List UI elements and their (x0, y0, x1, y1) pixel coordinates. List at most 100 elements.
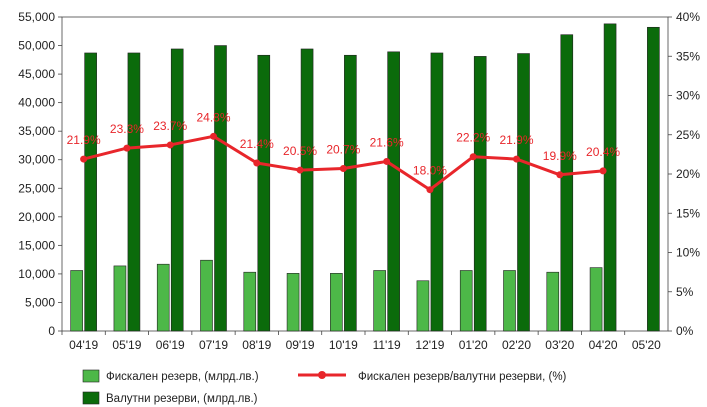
legend-swatch-fiscal-reserve (82, 369, 100, 383)
bar-currency-reserves (647, 26, 660, 332)
data-label-ratio: 22.2% (456, 131, 490, 145)
data-label-ratio: 20.7% (326, 143, 360, 157)
bar-fiscal-reserve (286, 273, 300, 332)
legend-label-ratio: Фискален резерв/валутни резерви, (%) (358, 371, 567, 383)
bar-fiscal-reserve (330, 273, 343, 332)
right-tick-label: 15% (676, 206, 700, 220)
left-tick-label: 45,000 (18, 67, 55, 81)
left-tick-label: 10,000 (18, 267, 55, 281)
data-label-ratio: 21.9% (499, 133, 533, 147)
data-label-ratio: 20.5% (283, 144, 317, 158)
bar-currency-reserves (84, 52, 97, 332)
x-tick-label: 05'19 (112, 338, 141, 352)
right-tick-label: 30% (676, 89, 700, 103)
bar-currency-reserves (300, 48, 314, 332)
bar-fiscal-reserve (113, 265, 127, 332)
left-tick-label: 5,000 (25, 295, 55, 309)
point-ratio (80, 155, 88, 163)
x-tick-label: 09'19 (286, 338, 315, 352)
x-tick-label: 02'20 (502, 338, 531, 352)
point-ratio (383, 157, 391, 165)
x-axis: 04'19 05'19 06'19 07'19 08'19 09'19 10'19 11'19… (61, 331, 661, 352)
right-tick-label: 0% (676, 324, 694, 338)
data-label-ratio: 20.4% (586, 145, 620, 159)
point-ratio (339, 165, 347, 173)
point-ratio (296, 166, 304, 174)
bar-fiscal-reserve (200, 259, 213, 332)
plot-area: 21.9% 23.3% 23.7% 24.8% 21.4% 20.5% 20.7% 21.6%… (61, 16, 669, 332)
point-ratio (469, 153, 477, 161)
point-ratio (513, 155, 520, 163)
legend-swatch-currency-reserves (82, 391, 100, 405)
right-tick-label: 25% (676, 128, 700, 142)
x-tick-label: 01'20 (459, 338, 488, 352)
bar-fiscal-reserve (589, 267, 603, 332)
legend-marker-ratio (318, 371, 326, 379)
point-ratio (599, 167, 607, 175)
left-tick-label: 55,000 (18, 10, 55, 24)
x-tick-label: 04'20 (589, 338, 618, 352)
bar-currency-reserves (344, 54, 357, 332)
data-label-ratio: 18.0% (413, 164, 447, 178)
bar-currency-reserves (473, 56, 487, 332)
x-tick-label: 08'19 (242, 338, 271, 352)
data-label-ratio: 21.6% (370, 135, 404, 149)
left-tick-label: 20,000 (18, 210, 55, 224)
point-ratio (426, 186, 434, 194)
bar-currency-reserves (560, 34, 574, 332)
x-tick-label: 07'19 (199, 338, 228, 352)
x-tick-label: 11'19 (373, 338, 401, 352)
point-ratio (210, 132, 217, 140)
left-tick-label: 15,000 (18, 238, 55, 252)
data-label-ratio: 24.8% (196, 110, 230, 124)
bar-currency-reserves (603, 23, 617, 332)
data-label-ratio: 21.4% (240, 137, 274, 151)
right-tick-label: 35% (676, 49, 700, 63)
point-ratio (556, 171, 564, 179)
bar-currency-reserves (214, 45, 227, 332)
legend: Фискален резерв, (млрд.лв.) Валутни резе… (82, 369, 567, 405)
bar-fiscal-reserve (373, 270, 386, 332)
point-ratio (253, 159, 261, 167)
left-tick-label: 35,000 (18, 124, 55, 138)
bar-fiscal-reserve (546, 271, 560, 332)
bar-fiscal-reserve (70, 270, 83, 332)
bar-currency-reserves (257, 54, 271, 332)
data-label-ratio: 21.9% (67, 133, 101, 147)
data-label-ratio: 23.3% (110, 122, 144, 136)
bar-currency-reserves (170, 48, 184, 332)
x-tick-label: 05'20 (632, 338, 661, 352)
x-tick-label: 03'20 (545, 338, 574, 352)
point-ratio (123, 144, 131, 152)
left-tick-label: 40,000 (18, 96, 55, 110)
x-tick-label: 10'19 (329, 338, 358, 352)
right-axis: 0% 5% 10% 15% 20% 25% 30% 35% 40% (668, 10, 700, 338)
data-label-ratio: 19.9% (543, 149, 577, 163)
bar-currency-reserves (430, 52, 444, 332)
x-tick-label: 06'19 (156, 338, 185, 352)
left-tick-label: 25,000 (18, 181, 55, 195)
left-tick-label: 30,000 (18, 153, 55, 167)
data-label-ratio: 23.7% (153, 119, 187, 133)
bar-fiscal-reserve (243, 271, 257, 332)
x-tick-label: 04'19 (69, 338, 98, 352)
bar-currency-reserves (127, 52, 141, 332)
legend-label-fiscal-reserve: Фискален резерв, (млрд.лв.) (106, 371, 259, 383)
left-tick-label: 0 (48, 324, 55, 338)
bar-currency-reserves (387, 51, 400, 332)
bar-fiscal-reserve (503, 270, 516, 332)
right-tick-label: 40% (676, 10, 700, 24)
right-tick-label: 20% (676, 167, 700, 181)
x-tick-label: 12'19 (415, 338, 444, 352)
bar-fiscal-reserve (459, 270, 473, 332)
left-axis: 0 5,000 10,000 15,000 20,000 25,000 30,000 35,0… (18, 10, 62, 338)
bar-fiscal-reserve (416, 280, 430, 332)
point-ratio (166, 141, 174, 149)
bar-currency-reserves (517, 53, 530, 332)
right-tick-label: 5% (676, 285, 694, 299)
bar-fiscal-reserve (156, 263, 170, 332)
right-tick-label: 10% (676, 246, 700, 260)
legend-label-currency-reserves: Валутни резерви, (млрд.лв.) (106, 393, 258, 405)
left-tick-label: 50,000 (18, 39, 55, 53)
